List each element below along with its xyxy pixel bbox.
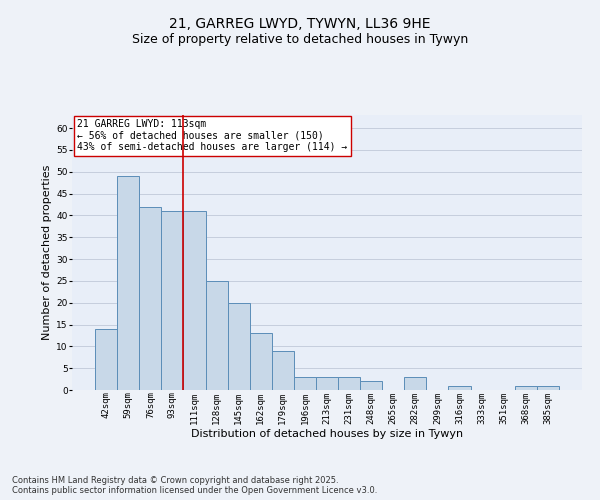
Bar [537,386,559,390]
Text: 21 GARREG LWYD: 113sqm
← 56% of detached houses are smaller (150)
43% of semi-de: 21 GARREG LWYD: 113sqm ← 56% of detached… [77,119,347,152]
Bar [515,386,537,390]
Text: Contains HM Land Registry data © Crown copyright and database right 2025.
Contai: Contains HM Land Registry data © Crown c… [12,476,377,495]
Bar [272,350,294,390]
Text: 21, GARREG LWYD, TYWYN, LL36 9HE: 21, GARREG LWYD, TYWYN, LL36 9HE [169,18,431,32]
Y-axis label: Number of detached properties: Number of detached properties [42,165,52,340]
Text: Size of property relative to detached houses in Tywyn: Size of property relative to detached ho… [132,32,468,46]
Bar [184,211,206,390]
Bar [206,281,227,390]
Bar [250,334,272,390]
Bar [95,329,117,390]
X-axis label: Distribution of detached houses by size in Tywyn: Distribution of detached houses by size … [191,429,463,439]
Bar [161,211,184,390]
Bar [404,377,427,390]
Bar [360,382,382,390]
Bar [227,302,250,390]
Bar [316,377,338,390]
Bar [294,377,316,390]
Bar [448,386,470,390]
Bar [139,206,161,390]
Bar [338,377,360,390]
Bar [117,176,139,390]
